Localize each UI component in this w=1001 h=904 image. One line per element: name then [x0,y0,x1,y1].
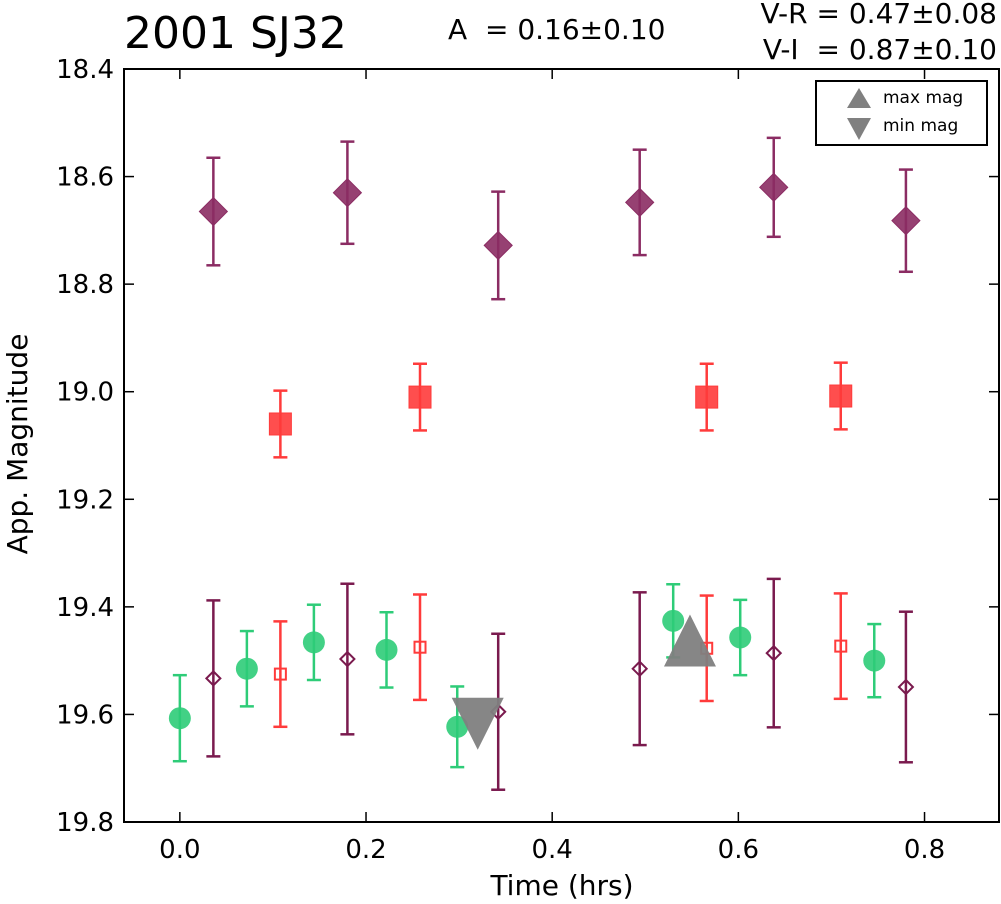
plot-frame [123,68,1000,823]
x-tick-label: 0.8 [904,835,945,865]
data-markers [168,172,921,750]
legend: max mag min mag [815,80,988,146]
circle-marker [375,638,398,661]
open-diamond-marker [631,660,649,678]
y-tick-label: 19.6 [56,700,114,730]
open-square-marker [273,667,287,681]
diamond-marker [891,205,921,236]
circle-marker [302,631,325,654]
diamond-marker [624,187,655,218]
square-marker [695,385,719,409]
y-tick-label: 18.8 [56,270,114,300]
circle-marker [729,626,752,649]
triangle-down-icon [847,118,871,140]
legend-entry-min-mag: min mag [817,114,986,142]
circle-marker [446,715,469,738]
square-marker [829,384,853,408]
triangle-up-icon [847,88,871,108]
x-tick-label: 0.0 [159,835,200,865]
open-diamond-marker [204,669,222,687]
y-tick-label: 19.0 [56,378,114,408]
max-mag-marker [663,614,716,667]
circle-marker [168,707,191,730]
amplitude-annotation: A = 0.16±0.10 [448,13,666,46]
open-diamond-marker [338,650,356,668]
v-r-annotation: V-R = 0.47±0.08 [760,0,997,30]
circle-marker [662,609,685,632]
y-tick-label: 19.2 [56,485,114,515]
y-tick-label: 18.4 [56,55,114,85]
chart-title: 2001 SJ32 [124,8,347,59]
error-bars [172,136,913,791]
open-diamond-marker [765,644,783,662]
v-i-annotation: V-I = 0.87±0.10 [762,33,997,66]
open-square-marker [413,640,427,654]
legend-label-max-mag: max mag [883,88,964,108]
x-tick-label: 0.6 [718,835,759,865]
x-tick-label: 0.4 [532,835,573,865]
square-marker [268,412,292,436]
x-tick-label: 0.2 [345,835,386,865]
diamond-marker [332,178,363,208]
y-axis-label: App. Magnitude [1,333,34,555]
square-marker [408,385,432,409]
open-diamond-marker [897,678,915,696]
x-axis-label: Time (hrs) [490,869,634,902]
circle-marker [235,657,258,680]
open-square-marker [834,639,848,653]
y-tick-label: 19.4 [56,593,114,623]
y-tick-label: 19.8 [56,808,114,838]
min-mag-marker [451,697,504,750]
legend-entry-max-mag: max mag [817,86,986,114]
legend-label-min-mag: min mag [883,116,959,136]
diamond-marker [483,230,513,261]
diamond-marker [759,172,789,203]
circle-marker [863,649,886,672]
y-tick-label: 18.6 [56,163,114,193]
axis-ticks: 0.0 0.2 0.4 0.6 0.8 18.4 18.6 18.8 19.0 19.2 19.4 1… [56,55,999,865]
diamond-marker [198,196,229,227]
